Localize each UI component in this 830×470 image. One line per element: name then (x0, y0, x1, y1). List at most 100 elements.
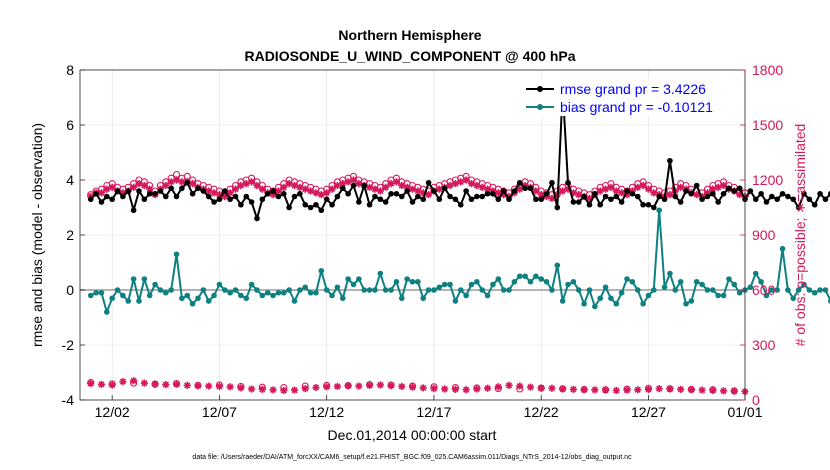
obs-assimilated-point (505, 381, 513, 389)
rmse-point (264, 190, 271, 197)
obs-assimilated-point (323, 383, 331, 391)
rmse-point (323, 196, 330, 203)
rmse-bias-series (87, 86, 830, 315)
asterisk-stroke (318, 191, 325, 198)
rmse-point (452, 196, 459, 203)
bias-point (447, 281, 453, 288)
rmse-point (758, 190, 764, 197)
bias-point (109, 295, 115, 302)
asterisk-stroke (205, 382, 212, 390)
asterisk-stroke (119, 378, 127, 385)
bias-point (307, 289, 314, 296)
bias-point (720, 292, 727, 299)
obs-assimilated-point (248, 385, 256, 393)
asterisk-stroke (479, 184, 486, 191)
bias-point (168, 287, 174, 293)
bias-point (575, 287, 582, 293)
asterisk-stroke (173, 381, 180, 388)
bias-point (736, 289, 743, 296)
x-axis: 12/02 12/07 12/12 12/17 12/22 12/27 01/01 (95, 395, 763, 420)
rmse-point (463, 188, 469, 194)
asterisk-stroke (570, 386, 577, 393)
rmse-point (334, 193, 341, 200)
rmse-point (104, 193, 110, 200)
rmse-point (398, 193, 405, 200)
bias-point (216, 281, 223, 288)
rmse-point (704, 193, 711, 200)
y2-axis-label: # of obs: o=possible; ∗=assimilated (792, 124, 808, 347)
bias-point (350, 281, 357, 288)
bias-point (715, 292, 721, 299)
rmse-point (586, 201, 593, 208)
y-axis-left: -4 -2 0 2 4 6 8 (62, 62, 85, 408)
rmse-point (163, 193, 169, 200)
bias-point (661, 284, 668, 291)
obs-assimilated-point (398, 382, 406, 391)
bias-point (758, 278, 764, 285)
legend-rmse-marker (537, 86, 543, 92)
asterisk-stroke (345, 178, 352, 185)
rmse-point (779, 190, 786, 197)
obs-assimilated-point (419, 384, 427, 392)
asterisk-stroke (173, 176, 180, 184)
bias-point (221, 287, 228, 293)
y-tick-label: 2 (66, 227, 74, 243)
asterisk-stroke (709, 387, 716, 394)
obs-assimilated-point (532, 187, 540, 195)
obs-assimilated-point (210, 189, 218, 197)
rmse-point (490, 190, 496, 197)
rmse-point (350, 182, 357, 189)
asterisk-stroke (227, 189, 234, 196)
asterisk-stroke (398, 182, 405, 189)
obs-assimilated-point (516, 382, 524, 390)
rmse-point (173, 193, 180, 200)
rmse-point (280, 190, 287, 197)
asterisk-stroke (559, 385, 566, 393)
asterisk-stroke (98, 381, 105, 388)
obs-assimilated-point (424, 191, 433, 199)
asterisk-stroke (312, 384, 320, 391)
bias-point (195, 295, 201, 302)
rmse-point (683, 188, 689, 194)
rmse-point (608, 196, 614, 203)
legend-box (520, 78, 740, 116)
bias-point (441, 281, 448, 288)
rmse-point (549, 179, 555, 186)
bias-point (511, 278, 518, 285)
asterisk-stroke (355, 180, 362, 187)
asterisk-stroke (634, 184, 641, 191)
rmse-point (613, 193, 620, 200)
bias-point (136, 298, 142, 304)
bias-point (329, 292, 335, 299)
rmse-point (221, 188, 228, 194)
obs-assimilated-point (167, 178, 175, 186)
bias-point (790, 295, 797, 302)
rmse-point (388, 190, 394, 197)
rmse-point (581, 193, 587, 200)
obs-assimilated-point (494, 189, 502, 197)
asterisk-stroke (237, 384, 244, 392)
asterisk-stroke (548, 195, 556, 202)
y-axis-right: 0 300 600 900 1200 1500 1800 (740, 62, 783, 408)
bias-point (779, 245, 786, 252)
rmse-point (677, 199, 684, 205)
asterisk-stroke (259, 386, 266, 393)
rmse-point (656, 193, 662, 200)
obs-assimilated-point (365, 381, 374, 389)
rmse-point (318, 207, 325, 214)
asterisk-stroke (618, 189, 625, 196)
bias-point (398, 295, 405, 302)
bias-point (479, 287, 486, 293)
bias-point (640, 300, 646, 307)
asterisk-stroke (645, 386, 652, 393)
rmse-point (125, 188, 132, 194)
asterisk-stroke (441, 385, 448, 393)
rmse-point (200, 188, 207, 194)
obs-assimilated-point (140, 181, 148, 190)
asterisk-stroke (666, 385, 674, 393)
bias-point (361, 287, 368, 293)
rmse-point (538, 196, 545, 203)
bias-point (769, 287, 775, 293)
rmse-point (672, 193, 679, 200)
obs-assimilated-point (108, 183, 116, 191)
